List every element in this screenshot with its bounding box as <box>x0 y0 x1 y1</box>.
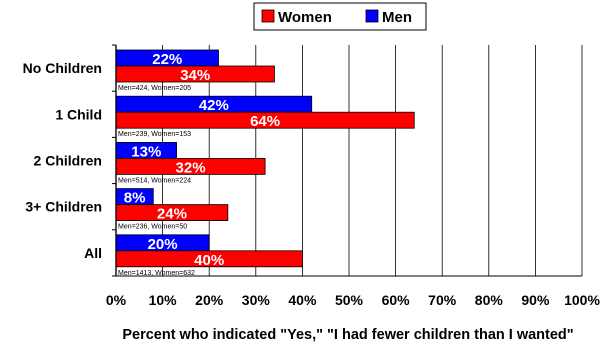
x-tick-label: 70% <box>428 292 457 308</box>
data-label-men: 13% <box>131 143 161 160</box>
data-label-women: 64% <box>250 113 280 130</box>
sample-size-note: Men=1413, Women=632 <box>118 270 195 277</box>
x-tick-label: 30% <box>242 292 271 308</box>
category-label: All <box>84 245 102 261</box>
x-axis-label: Percent who indicated "Yes," "I had fewe… <box>122 327 573 343</box>
x-tick-label: 50% <box>335 292 364 308</box>
category-label: 2 Children <box>34 153 102 169</box>
x-tick-label: 80% <box>475 292 504 308</box>
legend-swatch-women <box>261 9 275 23</box>
x-tick-label: 60% <box>382 292 411 308</box>
data-label-men: 8% <box>124 190 146 207</box>
legend-swatch-men <box>365 9 379 23</box>
sample-size-note: Men=424, Women=205 <box>118 85 191 92</box>
sample-size-note: Men=514, Women=224 <box>118 177 191 184</box>
legend-box <box>253 2 427 31</box>
legend: Women Men <box>253 2 427 31</box>
x-tick-label: 10% <box>149 292 178 308</box>
data-label-women: 24% <box>157 206 187 223</box>
data-label-men: 42% <box>199 97 229 114</box>
x-tick-label: 100% <box>564 292 600 308</box>
x-tick-label: 90% <box>521 292 550 308</box>
legend-label-women: Women <box>278 9 332 26</box>
data-label-women: 40% <box>194 252 224 269</box>
x-tick-label: 40% <box>288 292 317 308</box>
category-label: 1 Child <box>55 106 102 122</box>
category-label: 3+ Children <box>25 199 102 215</box>
legend-label-men: Men <box>382 9 412 26</box>
data-label-women: 34% <box>180 67 210 84</box>
sample-size-note: Men=236, Women=50 <box>118 224 187 231</box>
plot-area: 0% 10% 20% 30% 40% 50% 60% 70% 80% 90% 100% No Chil… <box>23 44 600 308</box>
data-label-women: 32% <box>176 159 206 176</box>
data-label-men: 20% <box>148 236 178 253</box>
data-label-men: 22% <box>152 51 182 68</box>
sample-size-note: Men=239, Women=153 <box>118 131 191 138</box>
category-label: No Children <box>23 60 102 76</box>
x-tick-label: 0% <box>106 292 127 308</box>
x-tick-label: 20% <box>195 292 224 308</box>
